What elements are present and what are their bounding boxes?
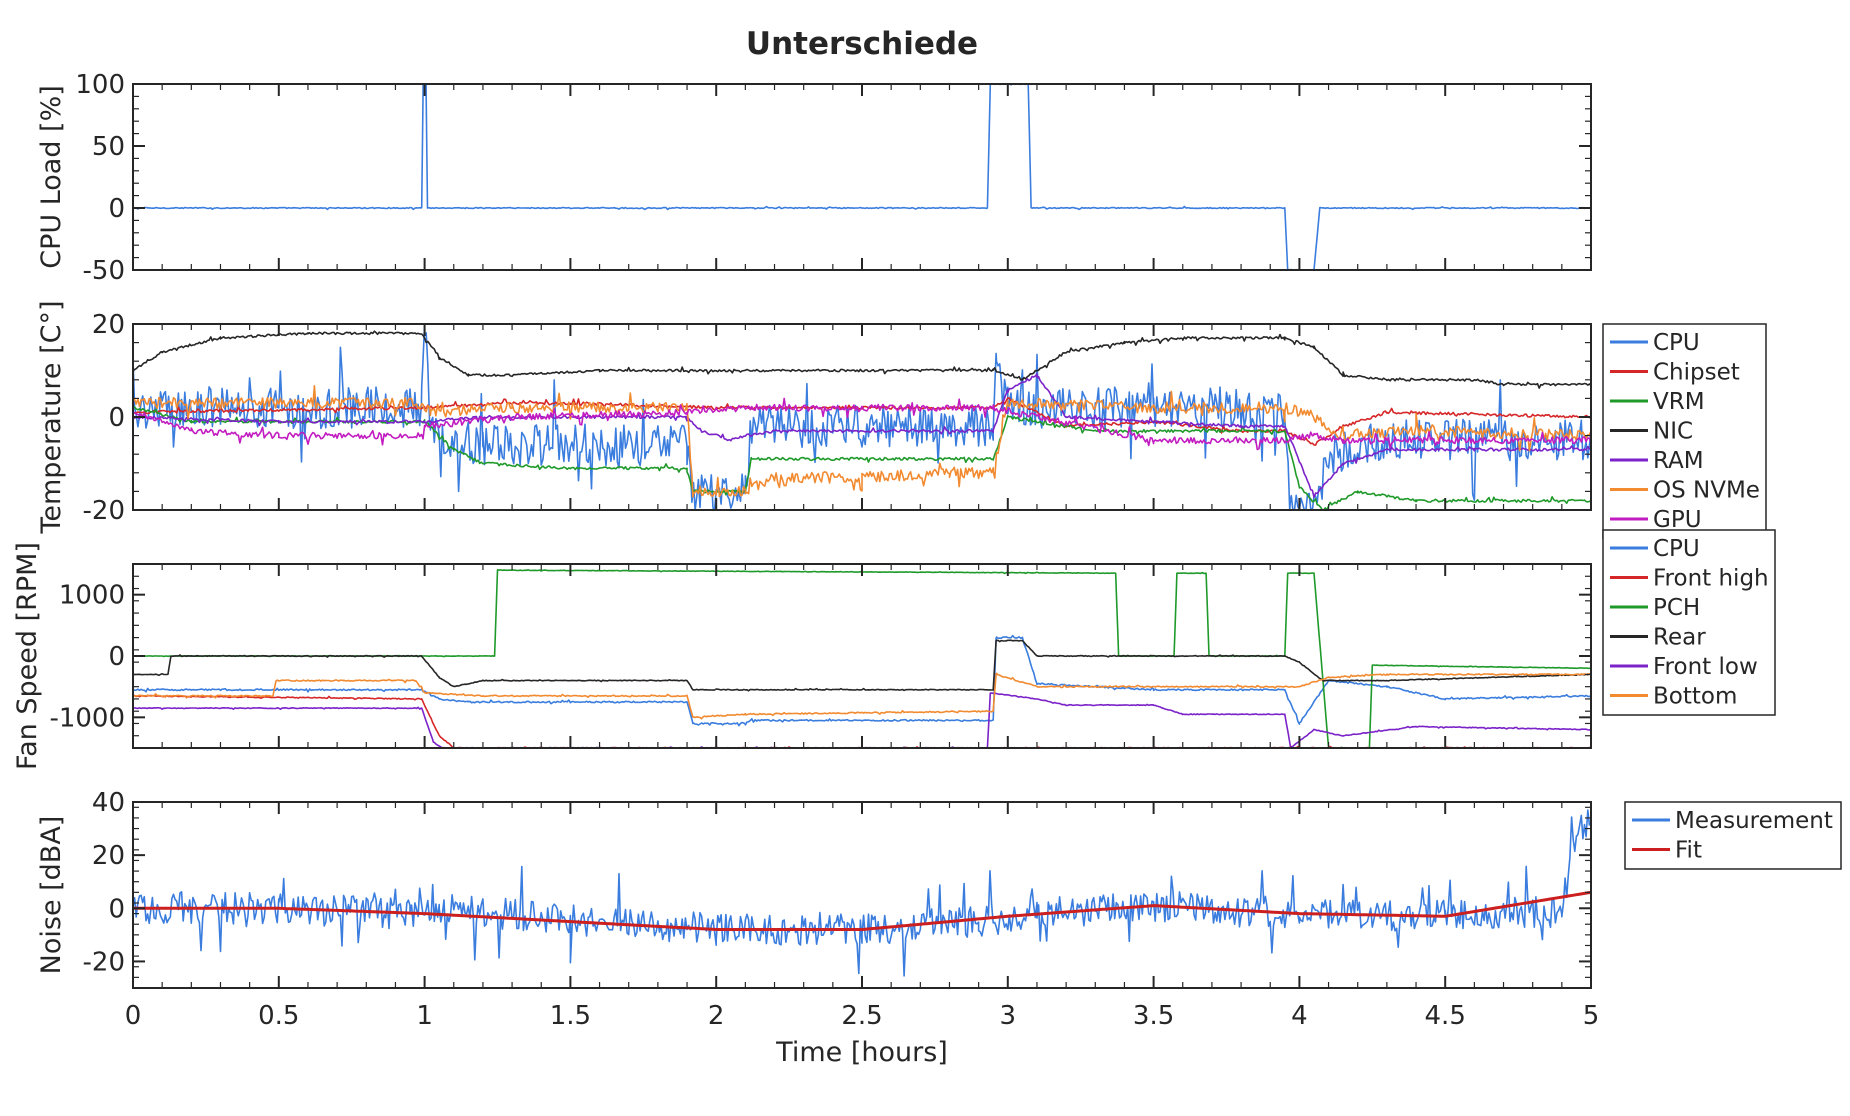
y-tick-label: 1000: [59, 581, 125, 611]
y-tick-label: 0: [108, 894, 125, 924]
legend-item-vrm: VRM: [1653, 389, 1705, 415]
x-tick-label: 4.5: [1425, 1001, 1466, 1031]
chart-panel-0: Unterschiede -50 0 50 100 CPU Load [%]: [36, 26, 1592, 286]
series-group: [133, 809, 1591, 977]
legend-item-front-high: Front high: [1653, 566, 1769, 592]
chart-panel-1: -20 0 20 Temperature [C°] CPU Chipset VRM NIC RA…: [36, 300, 1767, 540]
y-axis-label: Temperature [C°]: [36, 300, 67, 534]
series-group: [133, 324, 1591, 510]
legend-item-cpu: CPU: [1653, 330, 1700, 356]
series-group: [133, 569, 1591, 748]
legend-item-measurement: Measurement: [1675, 808, 1833, 834]
legend-item-chipset: Chipset: [1653, 360, 1740, 386]
legend: CPU Chipset VRM NIC RAM OS NVMe GPU: [1602, 323, 1767, 540]
legend-item-fit: Fit: [1675, 838, 1702, 864]
y-tick-label: 0: [108, 642, 125, 672]
y-tick-label: 0: [108, 403, 125, 433]
y-tick-label: -50: [83, 256, 125, 286]
legend-item-front-low: Front low: [1653, 654, 1758, 680]
series-line-nic: [133, 330, 1591, 389]
series-line-cpu-load: [133, 84, 1591, 270]
y-tick-label: 100: [75, 70, 125, 100]
legend: Measurement Fit: [1624, 801, 1842, 870]
series-line-chipset: [133, 397, 1591, 446]
x-tick-label: 2: [708, 1001, 725, 1031]
series-line-rear: [133, 639, 1591, 692]
series-line-bottom: [133, 672, 1591, 720]
y-axis-label: CPU Load [%]: [36, 85, 67, 269]
y-tick-label: -20: [83, 496, 125, 526]
x-tick-label: 5: [1583, 1001, 1600, 1031]
x-tick-label: 1: [416, 1001, 433, 1031]
y-tick-label: 20: [92, 841, 125, 871]
legend-box: [1602, 529, 1776, 716]
y-tick-label: 20: [92, 310, 125, 340]
plot-frame: [132, 801, 1592, 989]
legend-item-os-nvme: OS NVMe: [1653, 478, 1760, 504]
chart-panel-2: -1000 0 1000 Fan Speed [RPM] CPU Front high PC…: [12, 529, 1776, 770]
y-axis-label: Fan Speed [RPM]: [12, 542, 43, 770]
y-tick-label: -20: [83, 947, 125, 977]
legend-item-rear: Rear: [1653, 625, 1706, 651]
y-tick-label: 40: [92, 788, 125, 818]
x-tick-label: 1.5: [550, 1001, 591, 1031]
y-axis-label: Noise [dBA]: [36, 816, 67, 975]
chart-title: Unterschiede: [746, 26, 978, 62]
legend-item-gpu: GPU: [1653, 507, 1702, 533]
legend-item-pch: PCH: [1653, 595, 1700, 621]
series-line-gpu: [133, 397, 1591, 451]
series-line-measurement: [133, 809, 1591, 977]
series-line-fit: [133, 890, 1591, 931]
y-tick-label: -1000: [49, 703, 125, 733]
plot-frame: [132, 83, 1592, 271]
x-tick-label: 0.5: [258, 1001, 299, 1031]
x-tick-label: 3: [1000, 1001, 1017, 1031]
legend-item-ram: RAM: [1653, 448, 1704, 474]
legend: CPU Front high PCH Rear Front low Bottom: [1602, 529, 1776, 716]
series-group: [133, 84, 1591, 270]
legend-item-nic: NIC: [1653, 419, 1693, 445]
legend-item-cpu: CPU: [1653, 536, 1700, 562]
legend-box: [1624, 801, 1842, 870]
x-tick-label: 4: [1291, 1001, 1308, 1031]
x-axis-label: Time [hours]: [775, 1037, 948, 1068]
y-tick-label: 50: [92, 132, 125, 162]
series-line-cpu: [133, 634, 1591, 727]
x-tick-label: 3.5: [1133, 1001, 1174, 1031]
legend-item-bottom: Bottom: [1653, 684, 1737, 710]
series-line-ram: [133, 373, 1591, 499]
x-tick-label: 2.5: [841, 1001, 882, 1031]
y-tick-label: 0: [108, 194, 125, 224]
x-tick-label: 0: [125, 1001, 142, 1031]
